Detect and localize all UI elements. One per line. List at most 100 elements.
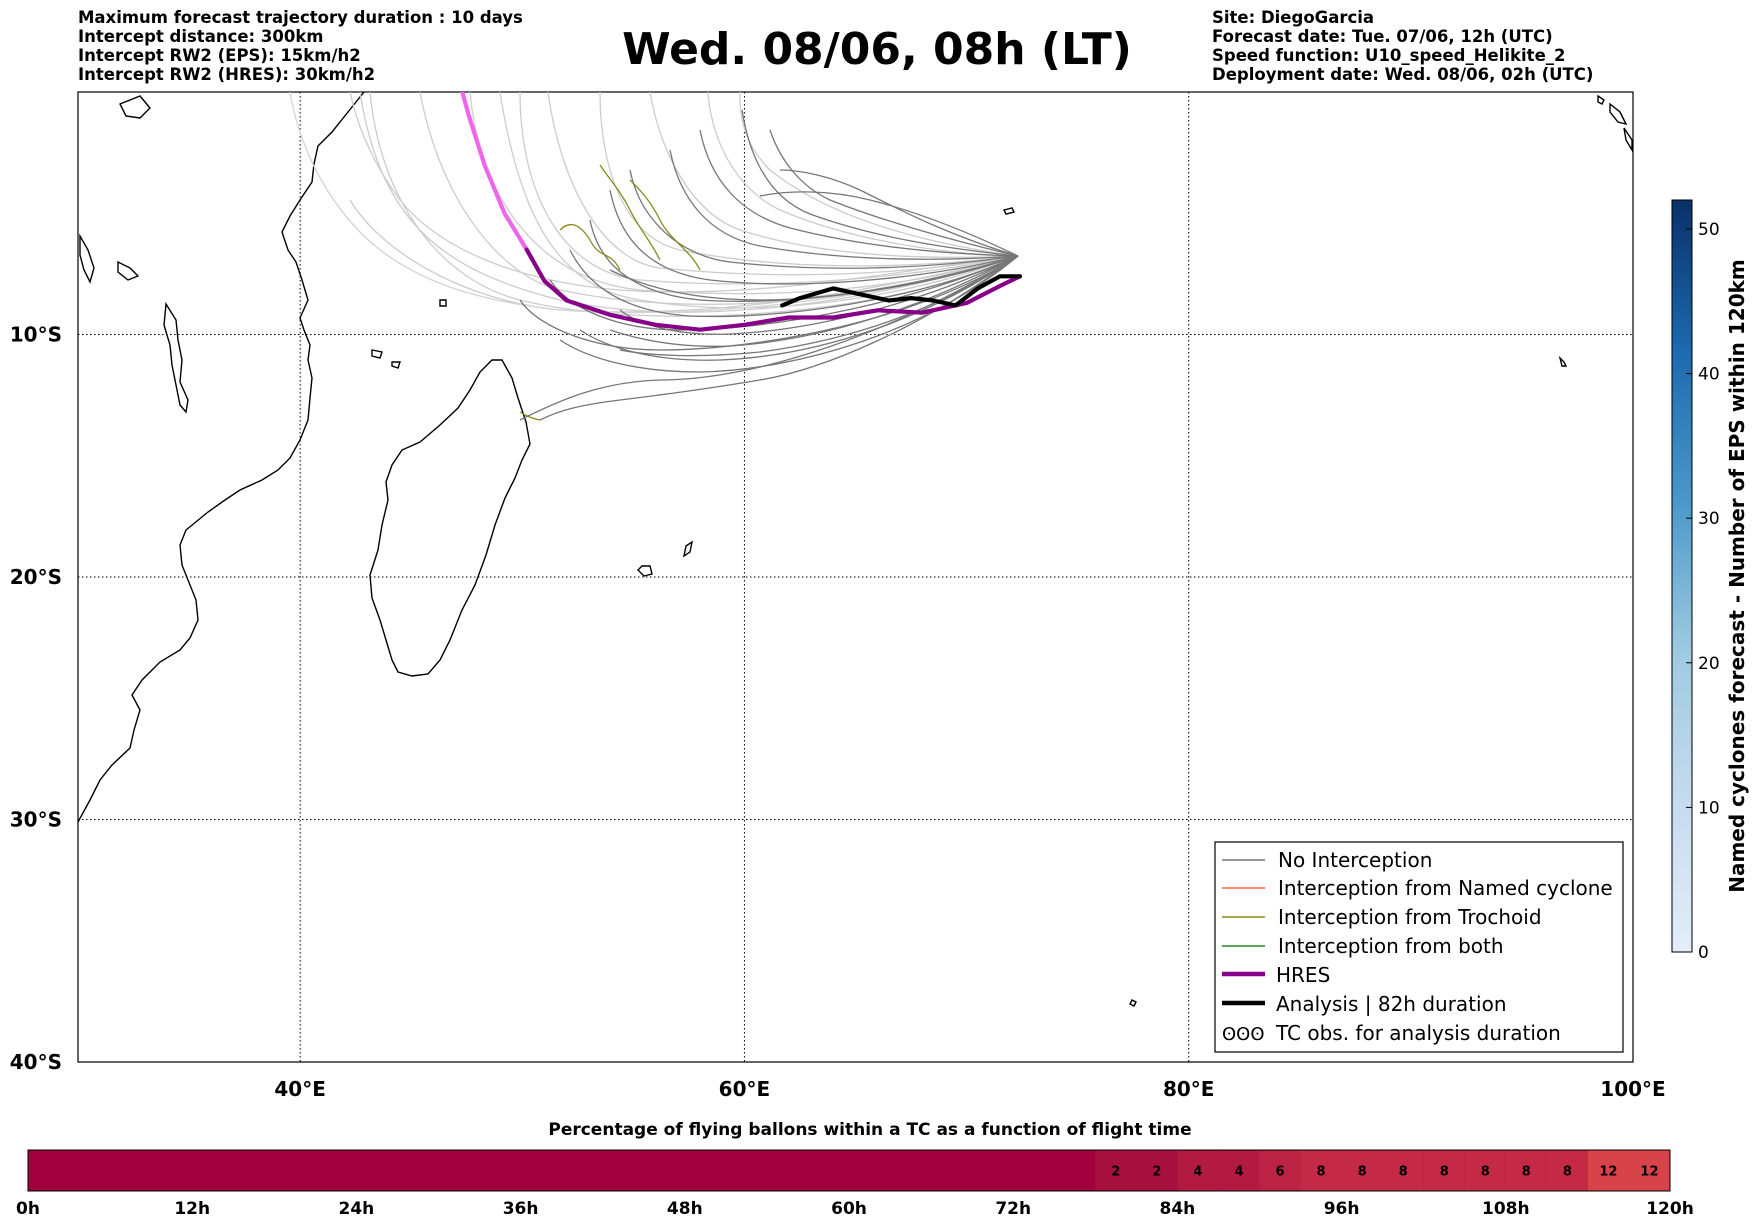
flight-time-bar-cell <box>1218 1150 1260 1191</box>
y-tick-label: 10°S <box>10 323 62 347</box>
trajectory-line <box>609 189 1019 285</box>
colorbar-tick-label: 20 <box>1698 654 1720 674</box>
trajectory-line <box>649 92 1019 258</box>
flight-time-bar-value: 2 <box>1152 1165 1161 1180</box>
colorbar-ticks: 0 10 20 30 40 50 <box>1686 220 1720 963</box>
island-outline <box>1558 355 1568 367</box>
header-left-line: Intercept distance: 300km <box>78 27 324 46</box>
header-left-line: Intercept RW2 (HRES): 30km/h2 <box>78 65 376 84</box>
trajectory-line <box>769 129 1019 257</box>
colorbar-tick-label: 50 <box>1698 220 1720 240</box>
lake-outline <box>117 260 140 281</box>
trajectory-line <box>739 92 1019 257</box>
legend-label-trochoid: Interception from Trochoid <box>1278 905 1542 929</box>
legend-label-hres: HRES <box>1276 963 1330 987</box>
flight-time-tick-label: 24h <box>339 1199 375 1219</box>
header-right-line: Speed function: U10_speed_Helikite_2 <box>1212 46 1566 65</box>
flight-time-bar-cell <box>1587 1150 1629 1191</box>
flight-time-bar-value: 2 <box>1111 1165 1120 1180</box>
flight-time-bar-title: Percentage of flying ballons within a TC… <box>548 1120 1191 1140</box>
colorbar: 0 10 20 30 40 50 Named cyclones forecast - Nu… <box>1671 199 1749 963</box>
trajectory-line <box>629 169 1019 269</box>
flight-time-bar-value: 12 <box>1640 1165 1658 1180</box>
trajectory-line <box>779 169 1019 257</box>
trajectory-line <box>579 255 1019 361</box>
legend-label-named-cyclone: Interception from Named cyclone <box>1278 876 1613 900</box>
flight-time-bar-value: 8 <box>1317 1165 1326 1180</box>
flight-time-tick-label: 120h <box>1646 1199 1694 1219</box>
flight-time-tick-label: 108h <box>1482 1199 1530 1219</box>
trajectory-line <box>609 255 1019 347</box>
trajectory-line <box>669 149 1019 260</box>
series-line <box>780 274 1022 308</box>
trajectory-line <box>559 223 621 271</box>
lake-outline <box>163 301 189 414</box>
x-tick-label: 80°E <box>1163 1077 1215 1101</box>
flight-time-bar-value: 8 <box>1522 1165 1531 1180</box>
colorbar-tick-label: 40 <box>1698 365 1720 385</box>
lake-outline <box>79 233 95 284</box>
flight-time-bar-value: 8 <box>1481 1165 1490 1180</box>
legend-label-no-interception: No Interception <box>1278 848 1432 872</box>
flight-time-bar-value: 6 <box>1276 1165 1285 1180</box>
flight-time-tick-label: 60h <box>831 1199 867 1219</box>
island-outline <box>637 565 653 577</box>
axis-tick-labels: 40°E 60°E 80°E 100°E 10°S 20°S 30°S 40°S <box>10 323 1666 1102</box>
trajectory-line <box>519 411 541 421</box>
island-outline <box>391 361 401 369</box>
island-outline <box>371 349 383 359</box>
flight-time-bar-cell <box>1382 1150 1424 1191</box>
trajectory-line <box>289 92 1019 314</box>
flight-time-bar-border <box>27 1149 1671 1192</box>
header-right: Site: DiegoGarcia Forecast date: Tue. 07… <box>1212 8 1593 84</box>
x-tick-label: 60°E <box>719 1077 771 1101</box>
island-outline <box>1129 999 1137 1007</box>
colorbar-tick-label: 30 <box>1698 509 1720 529</box>
flight-time-bar-cell <box>1464 1150 1506 1191</box>
x-tick-label: 100°E <box>1600 1077 1665 1101</box>
trajectory-line <box>499 92 1019 309</box>
trajectory-line <box>619 255 1019 357</box>
trajectory-line <box>707 92 1019 257</box>
flight-time-bar-ticks: 0h 12h 24h 36h 48h 60h 72h 84h 96h 108h 120h <box>16 1199 1694 1219</box>
trajectory-line <box>569 249 1019 318</box>
trajectory-line <box>519 92 1019 285</box>
flight-time-bar-cell <box>1628 1150 1670 1191</box>
flight-time-bar-value: 8 <box>1440 1165 1449 1180</box>
flight-time-bar-value: 8 <box>1563 1165 1572 1180</box>
colorbar-tick-label: 10 <box>1698 798 1720 818</box>
trajectory-line <box>589 219 1019 302</box>
legend: No Interception Interception from Named … <box>1214 841 1624 1053</box>
trajectory-line <box>699 129 1019 257</box>
madagascar-coastline <box>369 359 531 677</box>
flight-time-bar-value: 4 <box>1193 1165 1202 1180</box>
flight-time-tick-label: 84h <box>1160 1199 1196 1219</box>
flight-time-bar-value: 4 <box>1234 1165 1243 1180</box>
trajectory-line <box>629 179 701 271</box>
cyclone-symbol-icon: ʘʘʘ <box>1222 1024 1265 1045</box>
trajectory-line <box>609 255 1019 301</box>
flight-time-bar: Percentage of flying ballons within a TC… <box>16 1120 1694 1219</box>
flight-time-bar-cell <box>1259 1150 1301 1191</box>
legend-label-tc-obs: TC obs. for analysis duration <box>1275 1021 1561 1045</box>
flight-time-tick-label: 12h <box>174 1199 210 1219</box>
trajectory-line <box>759 191 1019 257</box>
flight-time-bar-cell <box>1546 1150 1588 1191</box>
island-outline <box>1623 127 1633 153</box>
trajectory-line <box>349 92 1019 293</box>
flight-time-bar-cell <box>1177 1150 1219 1191</box>
flight-time-tick-label: 0h <box>16 1199 40 1219</box>
legend-box <box>1214 841 1624 1053</box>
colorbar-gradient <box>1671 199 1693 953</box>
colorbar-label: Named cyclones forecast - Number of EPS … <box>1725 259 1749 893</box>
colorbar-tick-label: 0 <box>1698 943 1709 963</box>
chart-title: Wed. 08/06, 08h (LT) <box>622 24 1132 75</box>
y-tick-label: 20°S <box>10 565 62 589</box>
header-left-line: Maximum forecast trajectory duration : 1… <box>78 8 523 27</box>
series-line <box>460 92 529 252</box>
trajectory-line <box>741 109 1019 257</box>
flight-time-bar-cell <box>1095 1150 1137 1191</box>
island-outline <box>119 95 151 119</box>
coastlines <box>78 92 1633 1007</box>
flight-time-tick-label: 72h <box>995 1199 1031 1219</box>
